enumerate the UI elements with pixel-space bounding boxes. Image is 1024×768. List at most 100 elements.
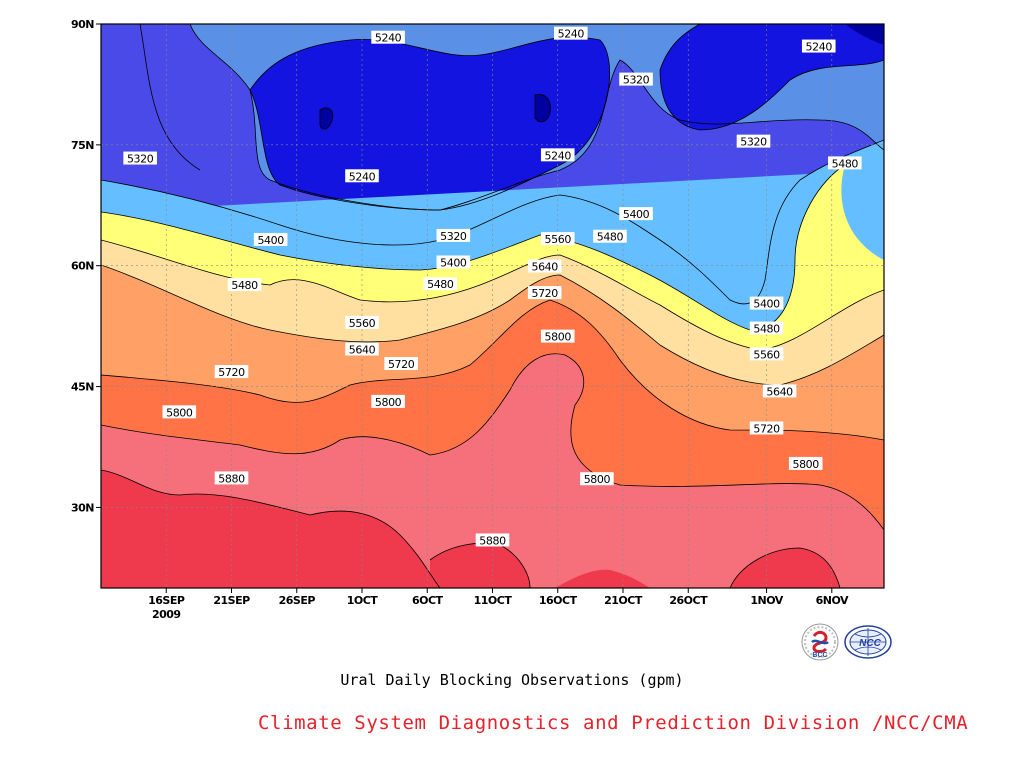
contour-label-bg <box>162 405 197 419</box>
contour-5160-b <box>319 107 334 130</box>
x-tick-label: 6NOV <box>816 594 849 607</box>
contour-label-bg <box>214 365 249 379</box>
ncc-logo-text: NCC <box>859 638 881 649</box>
contour-label-bg <box>749 321 784 335</box>
contour-label-bg <box>527 286 562 300</box>
contour-label: 5240 <box>375 32 402 45</box>
contour-label: 5400 <box>623 208 650 221</box>
contour-5800 <box>101 353 884 531</box>
contour-label: 5240 <box>806 41 833 54</box>
contour-label-bg <box>540 148 575 162</box>
contour-label: 5720 <box>531 287 558 300</box>
contour-label-bg <box>345 169 379 183</box>
x-tick-label: 21SEP <box>213 594 250 607</box>
contour-label: 5560 <box>753 348 780 361</box>
band-5160-5240-center <box>250 37 610 210</box>
x-tick-label: 26OCT <box>669 594 708 607</box>
credit-line: Climate System Diagnostics and Predictio… <box>258 712 969 734</box>
y-axis: 90N 75N 60N 45N 30N <box>71 18 101 514</box>
contour-label: 5400 <box>753 298 780 311</box>
contour-label: 5720 <box>388 358 415 371</box>
contour-label-bg <box>436 255 471 269</box>
contour-label-bg <box>749 347 784 361</box>
x-tick-label: 21OCT <box>604 594 643 607</box>
contour-label: 5640 <box>349 344 376 357</box>
contour-labels: 5240 5240 5240 5320 5320 5320 5240 5240 5480 5400… <box>123 26 862 547</box>
contour-label-bg <box>423 277 458 291</box>
contour-label-bg <box>384 357 418 371</box>
contour-label-bg <box>371 394 405 408</box>
y-tick-label: 90N <box>71 18 94 31</box>
contour-label: 5720 <box>753 422 780 435</box>
contour-5320-left <box>139 24 201 171</box>
contour-label-bg <box>253 232 288 246</box>
band-gt5880-right <box>730 548 840 588</box>
contour-label: 5640 <box>766 385 793 398</box>
contour-label-bg <box>371 30 405 44</box>
contour-label-bg <box>788 456 823 470</box>
contour-label: 5800 <box>545 331 572 344</box>
ncc-logo: NCC <box>843 624 893 660</box>
contour-5240-right <box>659 24 884 131</box>
contour-5320 <box>189 24 884 211</box>
contour-label-bg <box>801 39 836 53</box>
x-tick-label: 6OCT <box>412 594 444 607</box>
contour-5160-a <box>534 93 551 123</box>
contour-label: 5320 <box>440 230 467 243</box>
bcc-logo-text: BCC <box>812 652 827 659</box>
contour-label-bg <box>227 278 262 292</box>
contour-label: 5480 <box>753 323 780 336</box>
contour-5880-left <box>101 469 441 588</box>
contour-label: 5480 <box>832 157 859 170</box>
contour-label: 5640 <box>531 261 558 274</box>
grid-lines <box>101 24 884 588</box>
contour-label: 5800 <box>375 396 402 409</box>
contour-5880-right <box>729 547 841 588</box>
contour-label: 5400 <box>257 234 284 247</box>
contour-label: 5240 <box>349 170 376 183</box>
x-tick-label: 16OCT <box>539 594 578 607</box>
x-tick-label: 11OCT <box>474 594 513 607</box>
y-tick-label: 60N <box>71 260 94 273</box>
y-tick-label: 75N <box>71 139 94 152</box>
contour-label-bg <box>123 151 157 165</box>
x-tick-label: 1NOV <box>750 594 783 607</box>
contour-label: 5560 <box>545 233 572 246</box>
contour-fill-area <box>101 24 884 588</box>
contour-label-bg <box>749 421 784 435</box>
contour-label: 5320 <box>740 136 767 149</box>
contour-label-bg <box>527 259 562 273</box>
x-tick-label: 1OCT <box>347 594 379 607</box>
contour-label-bg <box>436 228 471 242</box>
band-left-blue <box>101 24 200 175</box>
contour-label: 5480 <box>427 278 454 291</box>
contour-label: 5800 <box>166 406 193 419</box>
contour-label: 5880 <box>479 534 506 547</box>
contour-label-bg <box>580 472 614 486</box>
band-gt5880-mid <box>430 543 530 588</box>
band-gt5880-mid2 <box>555 569 650 588</box>
contour-label: 5320 <box>623 74 650 87</box>
contour-label-bg <box>749 296 784 310</box>
contour-label: 5880 <box>218 472 245 485</box>
chart-title: Ural Daily Blocking Observations (gpm) <box>340 671 684 689</box>
contour-label-bg <box>214 471 249 485</box>
contour-label-bg <box>345 315 379 329</box>
contour-5720 <box>101 299 884 441</box>
contour-label: 5240 <box>545 149 572 162</box>
contour-label-bg <box>619 72 653 86</box>
y-tick-label: 30N <box>71 501 94 514</box>
y-tick-label: 45N <box>71 381 94 394</box>
contour-label-bg <box>828 156 862 170</box>
contour-label-bg <box>475 533 510 547</box>
contour-label-bg <box>736 134 771 148</box>
contour-label-bg <box>593 229 627 243</box>
band-lt5160-b <box>320 108 333 130</box>
contour-label-bg <box>540 329 575 343</box>
contour-label-bg <box>762 384 797 398</box>
contour-label: 5800 <box>792 458 819 471</box>
contour-label: 5240 <box>558 28 585 41</box>
contour-label: 5560 <box>349 317 376 330</box>
